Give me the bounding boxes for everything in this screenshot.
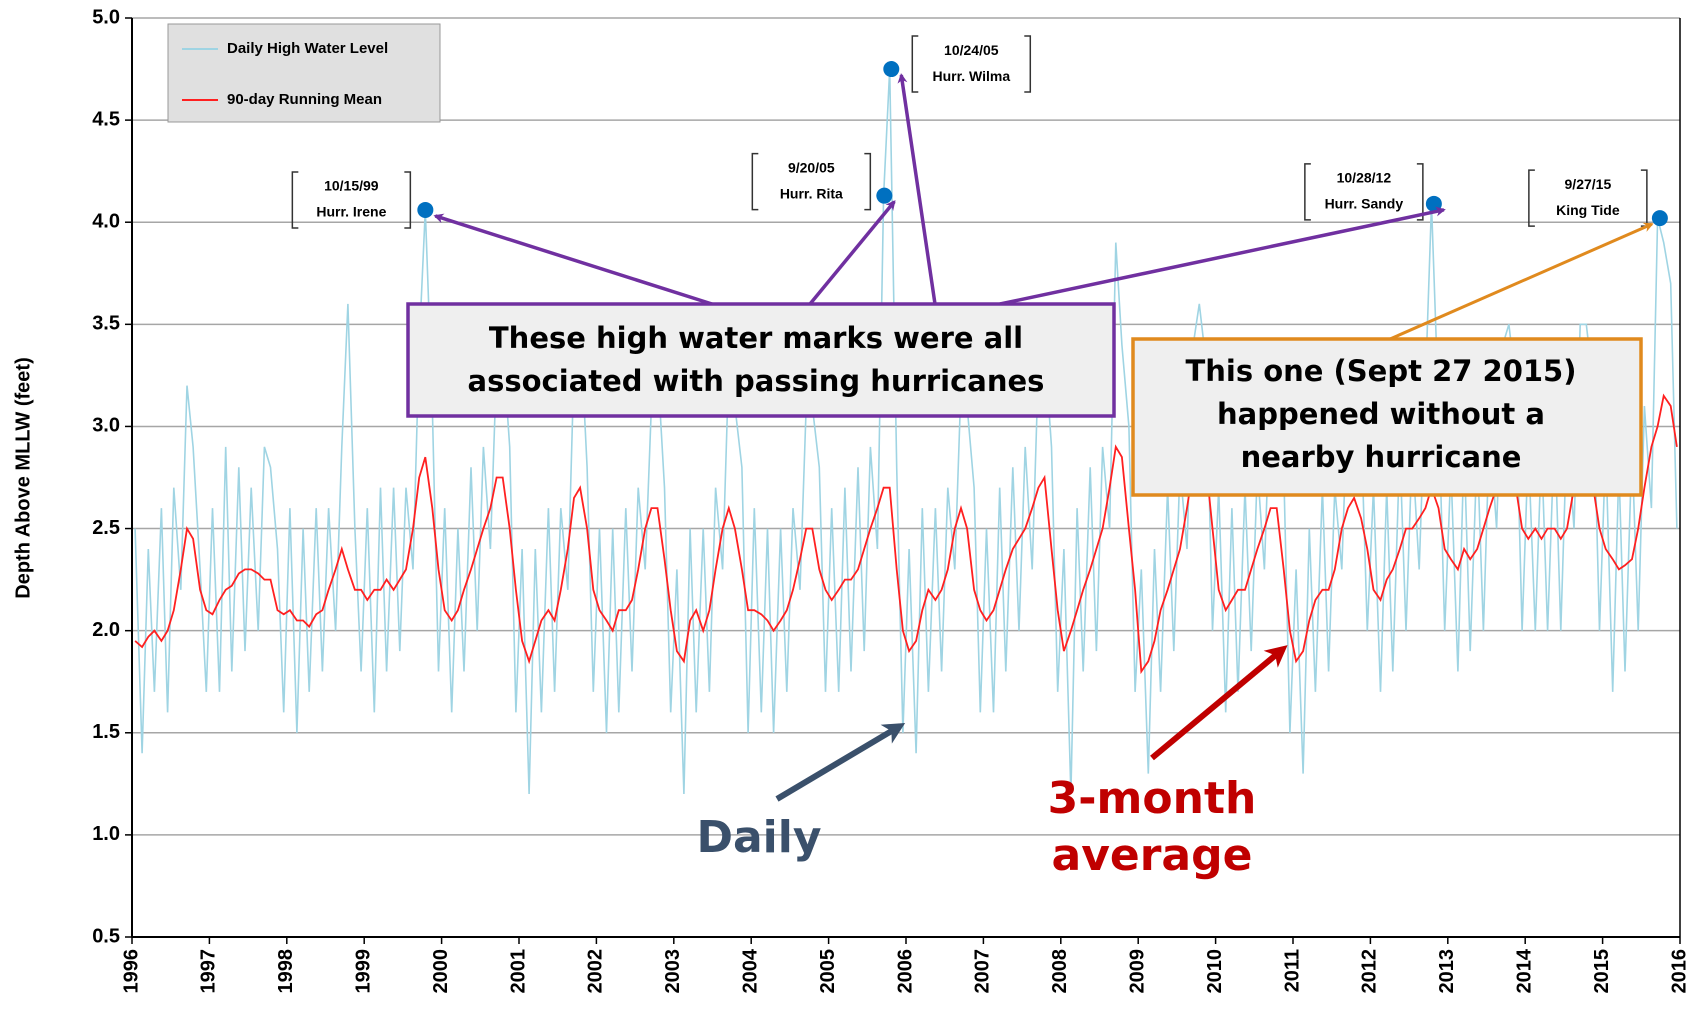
- callout-text: nearby hurricane: [1241, 440, 1522, 474]
- x-tick-label: 1996: [120, 949, 142, 994]
- x-tick-label: 2000: [430, 949, 452, 994]
- x-tick-label: 2012: [1359, 949, 1381, 994]
- x-tick-label: 2010: [1204, 949, 1226, 994]
- event-point: [417, 201, 434, 218]
- x-tick-label: 2015: [1591, 949, 1613, 994]
- event-bracket: [751, 152, 872, 211]
- note-arrow: [775, 722, 906, 802]
- callout-text: associated with passing hurricanes: [468, 364, 1045, 398]
- event-bracket: [291, 171, 412, 229]
- callout-arrow: [999, 206, 1446, 306]
- x-tick-label: 2002: [585, 949, 607, 994]
- y-tick-label: 2.5: [92, 517, 120, 539]
- x-tick-label: 2004: [739, 948, 761, 993]
- callout-box: [1131, 337, 1643, 497]
- x-tick-label: 2006: [894, 949, 916, 994]
- x-tick-label: 2005: [817, 949, 839, 994]
- y-tick-label: 1.0: [92, 823, 120, 845]
- daily-note: Daily: [696, 812, 821, 863]
- x-tick-label: 2007: [972, 949, 994, 994]
- event-date: 10/28/12: [1337, 170, 1392, 186]
- y-tick-label: 2.0: [92, 619, 120, 641]
- x-tick-label: 1997: [198, 949, 220, 994]
- callout-arrow: [1389, 222, 1654, 341]
- event-name: King Tide: [1556, 202, 1620, 218]
- series-line: [134, 393, 1678, 675]
- x-tick-label: 2013: [1436, 949, 1458, 994]
- event-point: [876, 187, 893, 204]
- x-tick-label: 2014: [1513, 948, 1535, 993]
- event-point: [883, 61, 900, 78]
- event-name: Hurr. Irene: [316, 204, 386, 220]
- x-tick-label: 2011: [1281, 949, 1303, 992]
- event-name: Hurr. Wilma: [932, 68, 1010, 84]
- legend-label: Daily High Water Level: [227, 40, 388, 57]
- callout-arrow: [897, 73, 937, 305]
- callout-arrow: [808, 200, 896, 306]
- callout-text: This one (Sept 27 2015): [1185, 354, 1576, 388]
- y-axis-label: Depth Above MLLW (feet): [12, 357, 34, 598]
- callout-box: [406, 302, 1116, 418]
- note-arrow: [1150, 645, 1288, 761]
- average-note: average: [1052, 830, 1253, 881]
- y-tick-label: 4.0: [92, 211, 120, 233]
- y-tick-label: 3.5: [92, 313, 120, 335]
- x-tick-label: 2001: [507, 949, 529, 994]
- event-point: [1651, 210, 1668, 227]
- event-name: Hurr. Rita: [780, 185, 843, 201]
- callout-text: happened without a: [1217, 397, 1545, 431]
- x-tick-label: 2008: [1049, 949, 1071, 994]
- y-tick-label: 0.5: [92, 925, 120, 947]
- x-tick-label: 2003: [662, 949, 684, 994]
- legend-box: [167, 23, 441, 123]
- legend-label: 90-day Running Mean: [227, 91, 382, 108]
- x-tick-label: 1999: [352, 949, 374, 994]
- event-date: 10/24/05: [944, 42, 999, 58]
- callout-text: These high water marks were all: [489, 321, 1023, 355]
- x-tick-label: 2009: [1126, 949, 1148, 994]
- event-bracket: [911, 35, 1032, 93]
- x-tick-label: 2016: [1668, 949, 1690, 994]
- event-date: 10/15/99: [324, 178, 379, 194]
- y-tick-label: 1.5: [92, 721, 120, 743]
- y-tick-label: 4.5: [92, 108, 120, 130]
- y-tick-label: 3.0: [92, 415, 120, 437]
- callout-arrow: [433, 213, 713, 306]
- event-name: Hurr. Sandy: [1325, 196, 1404, 212]
- average-note: 3-month: [1048, 773, 1257, 824]
- event-date: 9/27/15: [1565, 176, 1612, 192]
- event-bracket: [1304, 163, 1424, 221]
- x-tick-label: 1998: [275, 949, 297, 994]
- y-tick-label: 5.0: [92, 6, 120, 28]
- event-date: 9/20/05: [788, 159, 835, 175]
